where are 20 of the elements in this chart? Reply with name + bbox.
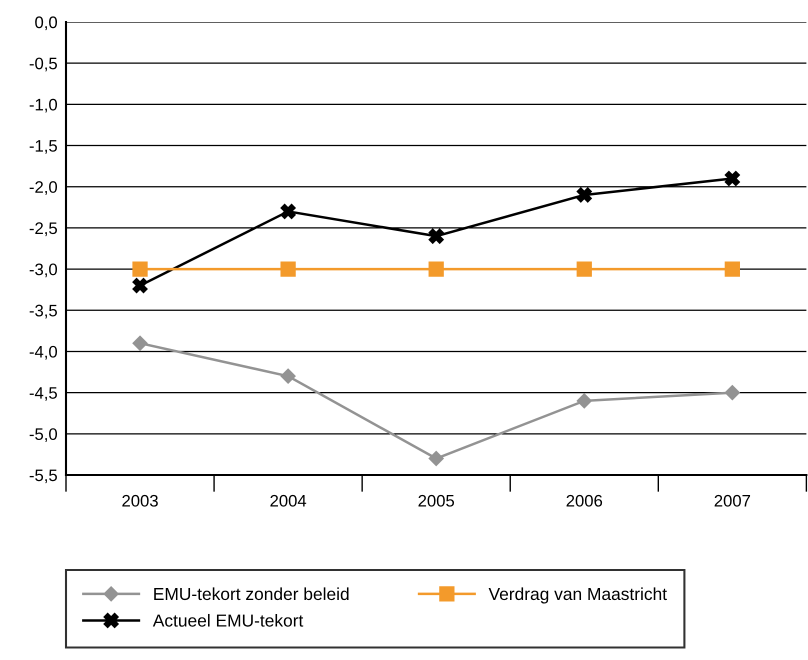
y-tick-label: -4,0	[30, 346, 58, 360]
x-tick-label: 2003	[122, 494, 158, 507]
y-tick-label: -5,5	[30, 470, 57, 484]
y-tick-label: -0,5	[30, 58, 57, 72]
legend-label: Actueel EMU-tekort	[152, 614, 304, 627]
legend-label: Verdrag van Maastricht	[488, 587, 667, 604]
x-tick-label: 2004	[270, 494, 306, 507]
y-tick-label: -2,5	[30, 222, 57, 236]
y-tick-label: 0,0	[35, 16, 58, 30]
legend-label: EMU-tekort zonder beleid	[154, 587, 349, 600]
y-tick-label: -3,5	[30, 304, 57, 318]
y-tick-label: -2,0	[30, 181, 58, 195]
x-tick-label: 2006	[566, 494, 602, 507]
y-tick-label: -5,0	[30, 428, 58, 442]
y-tick-label: -4,5	[30, 387, 57, 401]
x-tick-label: 2007	[714, 494, 750, 507]
y-tick-label: -1,5	[30, 140, 57, 154]
y-tick-label: -3,0	[30, 263, 58, 278]
x-tick-label: 2005	[418, 494, 454, 507]
y-tick-label: -1,0	[30, 98, 58, 113]
